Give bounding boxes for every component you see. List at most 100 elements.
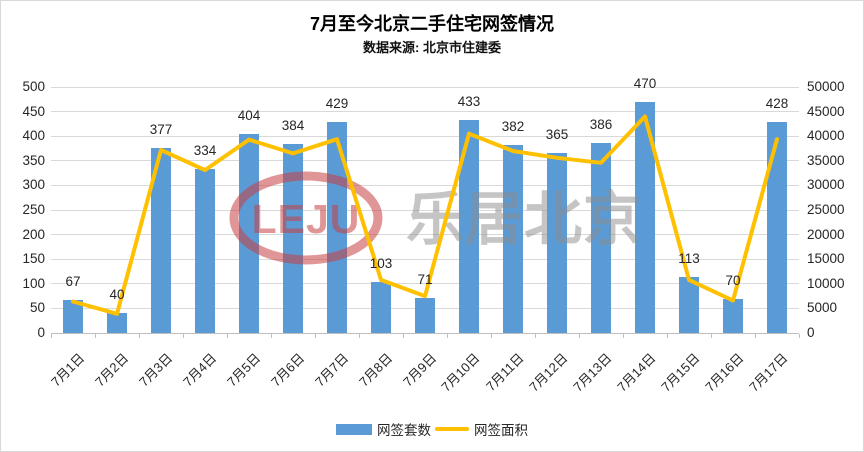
bar-value-label: 71 <box>417 272 433 288</box>
x-axis-tickmark <box>227 334 228 338</box>
x-axis-label: 7月15日 <box>658 350 703 395</box>
bar-value-label: 334 <box>193 142 217 158</box>
x-axis-tickmark <box>799 334 800 338</box>
x-axis-tickmark <box>623 334 624 338</box>
y-axis-tick-right: 0 <box>807 325 815 340</box>
y-axis-tick-left: 450 <box>22 103 45 119</box>
chart-subtitle: 数据来源: 北京市住建委 <box>363 40 501 55</box>
bar-7月8日 <box>371 282 391 333</box>
bar-7月5日 <box>239 134 259 333</box>
y-axis-tick-left: 350 <box>22 152 45 168</box>
bar-7月9日 <box>415 298 435 333</box>
bar-7月1日 <box>63 300 83 333</box>
y-axis-tick-left: 300 <box>22 177 45 193</box>
bar-value-label: 428 <box>765 96 789 112</box>
x-axis-tickmark <box>535 334 536 338</box>
bar-7月12日 <box>547 153 567 333</box>
x-axis-label: 7月12日 <box>526 350 571 395</box>
y-axis-tick-right: 10000 <box>807 275 845 291</box>
bar-value-label: 433 <box>457 93 481 109</box>
bar-value-label: 470 <box>633 75 657 91</box>
y-axis-tick-left: 50 <box>29 300 45 316</box>
y-axis-tick-right: 35000 <box>807 152 845 168</box>
legend-item-units: 网签套数 <box>336 419 431 439</box>
y-axis-tick-right: 40000 <box>807 128 845 144</box>
x-axis-tickmark <box>139 334 140 338</box>
legend: 网签套数 网签面积 <box>1 419 863 439</box>
x-axis-label: 7月1日 <box>47 350 87 390</box>
bar-value-label: 103 <box>369 256 393 272</box>
x-axis-label: 7月10日 <box>438 350 483 395</box>
bar-7月15日 <box>679 277 699 333</box>
x-axis-label: 7月16日 <box>702 350 747 395</box>
x-axis-label: 7月4日 <box>179 350 219 390</box>
y-axis-tick-left: 500 <box>22 79 45 94</box>
x-axis-label: 7月9日 <box>399 350 439 390</box>
bar-7月17日 <box>767 122 787 333</box>
legend-item-area: 网签面积 <box>435 419 528 439</box>
y-axis-tick-right: 20000 <box>807 226 845 242</box>
x-axis-tickmark <box>711 334 712 338</box>
x-axis-label: 7月13日 <box>570 350 615 395</box>
x-axis-label: 7月3日 <box>135 350 175 390</box>
x-axis-tickmark <box>403 334 404 338</box>
bar-value-label: 113 <box>678 251 700 267</box>
x-axis-line <box>51 333 799 334</box>
bar-swatch-icon <box>336 423 372 435</box>
x-axis-tickmark <box>315 334 316 338</box>
y-axis-tick-right: 30000 <box>807 177 845 193</box>
x-axis-tickmark <box>579 334 580 338</box>
y-axis-tick-right: 15000 <box>807 251 845 267</box>
x-axis-label: 7月6日 <box>267 350 307 390</box>
gridline <box>51 111 799 113</box>
bar-value-label: 70 <box>725 272 741 288</box>
y-axis-tick-right: 50000 <box>807 79 845 94</box>
bar-7月3日 <box>151 147 171 333</box>
bar-value-label: 429 <box>325 95 349 111</box>
bar-7月10日 <box>459 119 479 333</box>
gridline <box>51 86 799 88</box>
bar-7月2日 <box>107 313 127 333</box>
y-axis-tick-right: 45000 <box>807 103 845 119</box>
bar-7月4日 <box>195 168 215 333</box>
x-axis-tickmark <box>271 334 272 338</box>
x-axis-tickmark <box>359 334 360 338</box>
chart-title: 7月至今北京二手住宅网签情况 <box>309 14 554 34</box>
bar-value-label: 384 <box>281 118 305 134</box>
bar-7月11日 <box>503 145 523 333</box>
y-axis-tick-left: 100 <box>22 275 45 291</box>
bar-7月13日 <box>591 143 611 333</box>
x-axis-label: 7月8日 <box>355 350 395 390</box>
x-axis-label: 7月2日 <box>91 350 131 390</box>
y-axis-tick-right: 5000 <box>807 300 838 316</box>
y-axis-tick-right: 25000 <box>807 202 845 217</box>
x-axis-tickmark <box>95 334 96 338</box>
y-axis-tick-left: 150 <box>22 251 45 267</box>
y-axis-tick-left: 400 <box>22 128 45 144</box>
bar-value-label: 386 <box>589 117 613 133</box>
y-axis-tick-left: 250 <box>22 202 45 217</box>
x-axis-tickmark <box>491 334 492 338</box>
bar-7月16日 <box>723 298 743 333</box>
x-axis-tickmark <box>183 334 184 338</box>
bar-7月7日 <box>327 121 347 333</box>
x-axis-label: 7月14日 <box>614 350 659 395</box>
x-axis-label: 7月7日 <box>311 350 351 390</box>
bar-7月14日 <box>635 101 655 333</box>
bar-7月6日 <box>283 144 303 333</box>
y-axis-tick-left: 0 <box>37 325 45 340</box>
line-swatch-icon <box>435 427 469 431</box>
x-axis-label: 7月11日 <box>483 350 527 394</box>
x-axis-tickmark <box>51 334 52 338</box>
x-axis-label: 7月17日 <box>746 350 791 395</box>
x-axis-tickmark <box>667 334 668 338</box>
legend-label-units: 网签套数 <box>377 423 431 438</box>
legend-label-area: 网签面积 <box>474 423 528 438</box>
y-axis-tick-left: 200 <box>22 226 45 242</box>
x-axis-tickmark <box>755 334 756 338</box>
x-axis-tickmark <box>447 334 448 338</box>
